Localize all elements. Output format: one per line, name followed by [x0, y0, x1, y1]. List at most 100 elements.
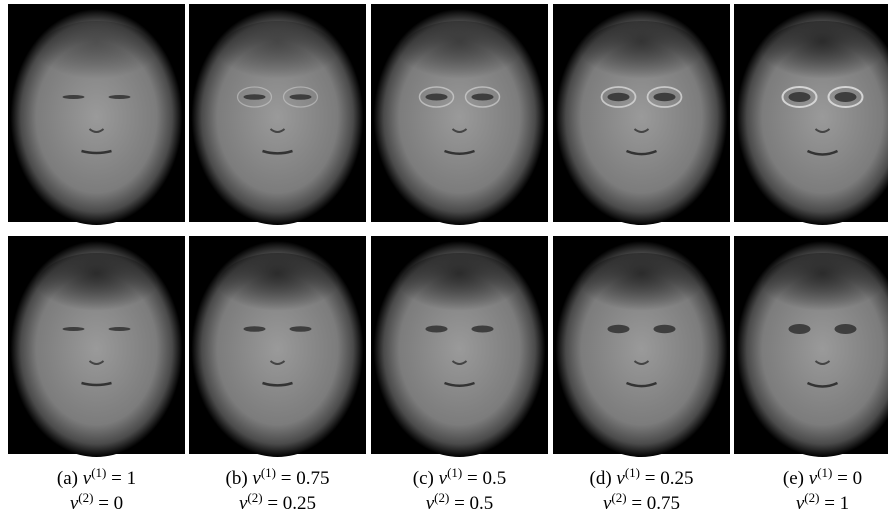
eye	[654, 325, 676, 334]
eye	[244, 94, 266, 100]
subfigure-tag: (e)	[783, 468, 804, 489]
face-image	[189, 236, 366, 457]
equals: =	[267, 493, 278, 514]
caption-line: v(2) = 0.5	[360, 491, 560, 516]
face-image	[553, 236, 730, 457]
subfigure-tag: (a)	[57, 468, 78, 489]
face-image	[734, 4, 888, 225]
face-image	[189, 4, 366, 225]
caption-line: v(2) = 0.75	[542, 491, 742, 516]
superscript: (1)	[261, 465, 276, 480]
subfigure-tag: (c)	[413, 468, 434, 489]
eye	[290, 326, 312, 332]
eye	[608, 93, 630, 102]
caption-line: (d) v(1) = 0.25	[542, 466, 742, 491]
variable: v	[426, 493, 434, 514]
superscript: (2)	[247, 490, 262, 505]
face-image	[8, 236, 185, 457]
weight-value: 0.5	[482, 468, 506, 489]
weight-value: 0.75	[647, 493, 680, 514]
superscript: (1)	[91, 465, 106, 480]
variable: v	[83, 468, 91, 489]
figure: (a) v(1) = 1v(2) = 0(b) v(1) = 0.75v(2) …	[0, 0, 888, 517]
hair	[763, 253, 883, 321]
caption-line: v(2) = 0.25	[178, 491, 378, 516]
caption-line: (a) v(1) = 1	[0, 466, 197, 491]
hair	[218, 21, 338, 89]
eye	[654, 93, 676, 102]
eye	[789, 92, 811, 102]
hair	[582, 21, 702, 89]
eye	[835, 92, 857, 102]
superscript: (2)	[611, 490, 626, 505]
weight-value: 1	[127, 468, 137, 489]
hair	[37, 21, 157, 89]
superscript: (2)	[804, 490, 819, 505]
eye	[63, 95, 85, 99]
weight-value: 0.5	[470, 493, 494, 514]
caption-line: (e) v(1) = 0	[723, 466, 888, 491]
equals: =	[98, 493, 109, 514]
caption-line: v(2) = 1	[723, 491, 888, 516]
equals: =	[454, 493, 465, 514]
eye	[426, 326, 448, 333]
variable: v	[252, 468, 260, 489]
equals: =	[645, 468, 656, 489]
eye	[109, 95, 131, 99]
eye	[835, 324, 857, 334]
eye	[244, 326, 266, 332]
equals: =	[467, 468, 478, 489]
weight-value: 1	[840, 493, 850, 514]
weight-value: 0	[853, 468, 863, 489]
hair	[400, 253, 520, 321]
superscript: (1)	[625, 465, 640, 480]
hair	[37, 253, 157, 321]
eye	[472, 94, 494, 101]
eye	[426, 94, 448, 101]
caption: (d) v(1) = 0.25v(2) = 0.75	[542, 466, 742, 516]
caption-line: (b) v(1) = 0.75	[178, 466, 378, 491]
equals: =	[111, 468, 122, 489]
hair	[218, 253, 338, 321]
equals: =	[824, 493, 835, 514]
variable: v	[439, 468, 447, 489]
variable: v	[616, 468, 624, 489]
equals: =	[281, 468, 292, 489]
subfigure-tag: (d)	[590, 468, 612, 489]
weight-value: 0.25	[283, 493, 316, 514]
face-image	[371, 236, 548, 457]
caption-line: (c) v(1) = 0.5	[360, 466, 560, 491]
face-image	[734, 236, 888, 457]
hair	[400, 21, 520, 89]
face-grid	[0, 0, 888, 460]
superscript: (2)	[434, 490, 449, 505]
eye	[290, 94, 312, 100]
variable: v	[796, 493, 804, 514]
hair	[763, 21, 883, 89]
variable: v	[70, 493, 78, 514]
weight-value: 0.25	[660, 468, 693, 489]
eye	[608, 325, 630, 334]
equals: =	[631, 493, 642, 514]
face-image	[553, 4, 730, 225]
eye	[63, 327, 85, 331]
caption-line: v(2) = 0	[0, 491, 197, 516]
superscript: (1)	[817, 465, 832, 480]
superscript: (1)	[447, 465, 462, 480]
hair	[582, 253, 702, 321]
superscript: (2)	[78, 490, 93, 505]
eye	[472, 326, 494, 333]
equals: =	[837, 468, 848, 489]
face-image	[8, 4, 185, 225]
face-image	[371, 4, 548, 225]
subfigure-tag: (b)	[226, 468, 248, 489]
weight-value: 0.75	[296, 468, 329, 489]
eye	[789, 324, 811, 334]
variable: v	[809, 468, 817, 489]
eye	[109, 327, 131, 331]
weight-value: 0	[114, 493, 124, 514]
